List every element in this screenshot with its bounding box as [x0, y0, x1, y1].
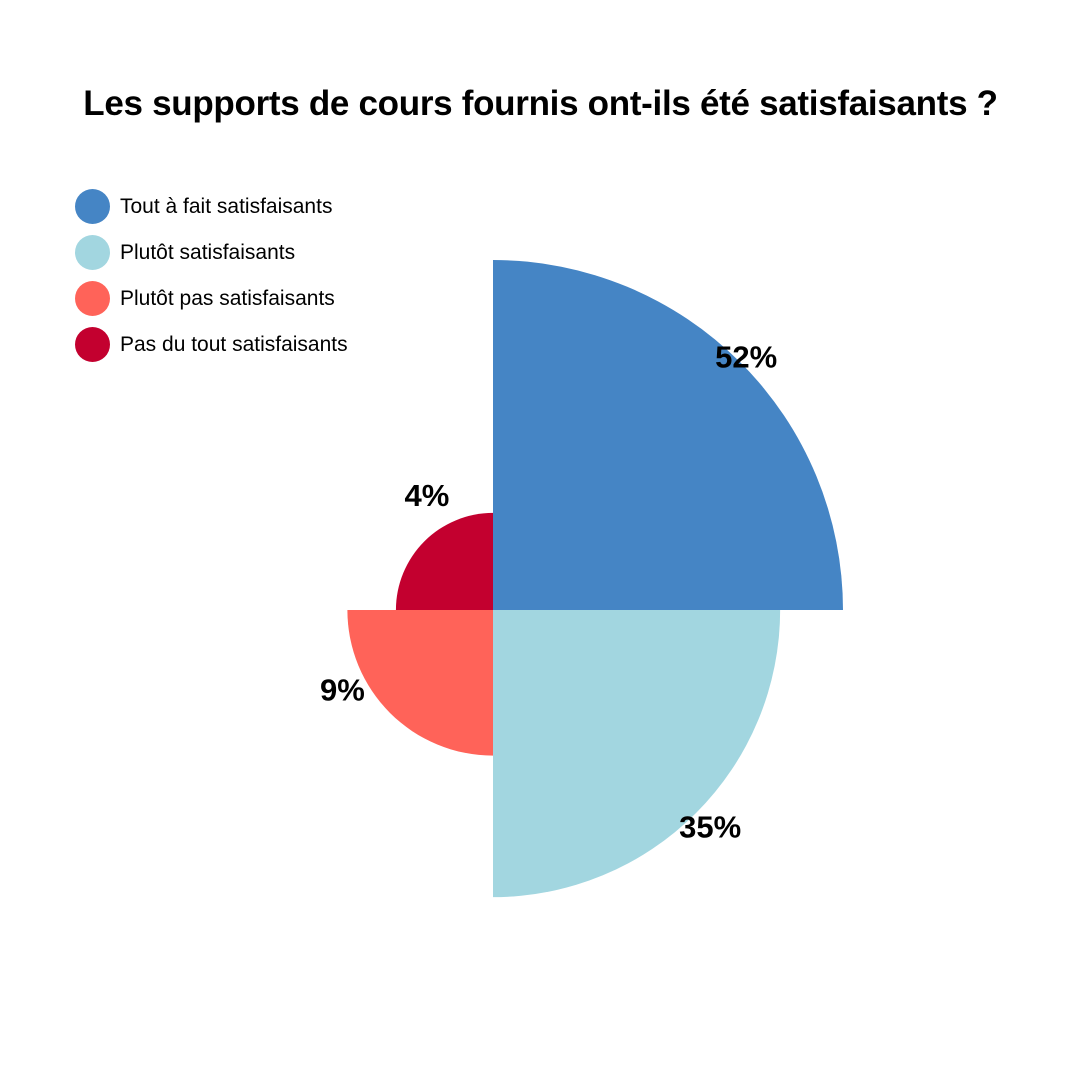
- slice-pas-du-tout: [395, 512, 493, 610]
- slices-group: [347, 260, 843, 898]
- slice-plutot-pas: [347, 610, 493, 756]
- legend-item: Plutôt pas satisfaisants: [75, 281, 348, 316]
- data-label: 52%: [715, 339, 777, 374]
- legend-item: Tout à fait satisfaisants: [75, 189, 348, 224]
- slice-tout-a-fait: [493, 260, 843, 610]
- legend-swatch: [75, 327, 110, 362]
- data-label: 9%: [320, 673, 365, 708]
- legend-item: Plutôt satisfaisants: [75, 235, 348, 270]
- data-label: 4%: [405, 478, 450, 513]
- legend-swatch: [75, 281, 110, 316]
- slice-plutot: [493, 610, 781, 898]
- chart-title: Les supports de cours fournis ont-ils ét…: [83, 84, 998, 123]
- data-label: 35%: [679, 810, 741, 845]
- legend: Tout à fait satisfaisants Plutôt satisfa…: [75, 189, 348, 373]
- legend-label: Pas du tout satisfaisants: [120, 332, 348, 356]
- labels-group: 52% 35% 9% 4%: [320, 339, 777, 844]
- legend-swatch: [75, 189, 110, 224]
- legend-swatch: [75, 235, 110, 270]
- legend-item: Pas du tout satisfaisants: [75, 327, 348, 362]
- legend-label: Plutôt pas satisfaisants: [120, 286, 335, 310]
- legend-label: Tout à fait satisfaisants: [120, 194, 333, 218]
- legend-label: Plutôt satisfaisants: [120, 240, 296, 264]
